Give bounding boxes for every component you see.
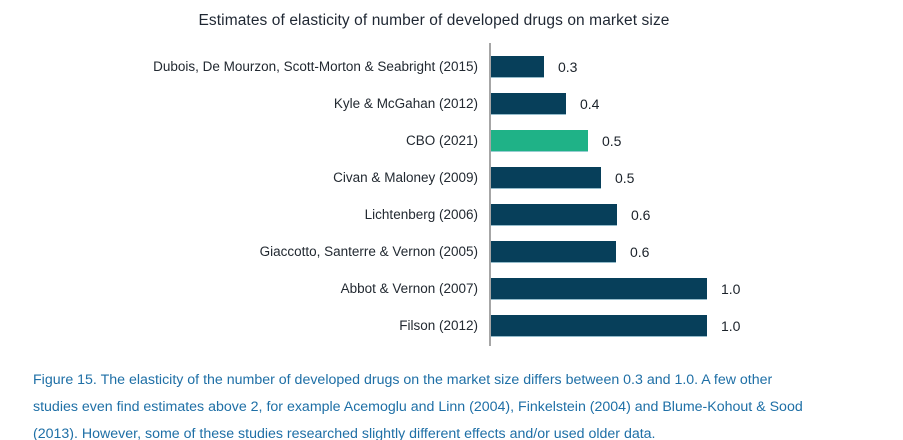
bar-row: Dubois, De Mourzon, Scott-Morton & Seabr… bbox=[0, 48, 903, 85]
bar-highlighted bbox=[491, 129, 588, 152]
category-label: Giaccotto, Santerre & Vernon (2005) bbox=[259, 244, 478, 259]
bar bbox=[491, 240, 616, 263]
category-label: Dubois, De Mourzon, Scott-Morton & Seabr… bbox=[153, 59, 478, 74]
caption-line: Figure 15. The elasticity of the number … bbox=[33, 372, 773, 388]
bar-row: Lichtenberg (2006) 0.6 bbox=[0, 196, 903, 233]
figure-caption: Figure 15. The elasticity of the number … bbox=[33, 367, 893, 440]
value-label: 0.4 bbox=[580, 95, 600, 112]
y-axis-baseline bbox=[489, 43, 491, 346]
category-label: Filson (2012) bbox=[399, 318, 478, 333]
category-label: Abbot & Vernon (2007) bbox=[340, 281, 478, 296]
value-label: 0.6 bbox=[631, 206, 651, 223]
bar-rows: Dubois, De Mourzon, Scott-Morton & Seabr… bbox=[0, 48, 903, 344]
bar-row: Abbot & Vernon (2007) 1.0 bbox=[0, 270, 903, 307]
bar-row: CBO (2021) 0.5 bbox=[0, 122, 903, 159]
value-label: 0.5 bbox=[602, 132, 622, 149]
value-label: 1.0 bbox=[721, 317, 741, 334]
bar bbox=[491, 314, 707, 337]
category-label: Lichtenberg (2006) bbox=[364, 207, 478, 222]
bar bbox=[491, 92, 566, 115]
value-label: 0.6 bbox=[630, 243, 650, 260]
chart-title: Estimates of elasticity of number of dev… bbox=[198, 12, 670, 29]
bar-row: Giaccotto, Santerre & Vernon (2005) 0.6 bbox=[0, 233, 903, 270]
caption-line: (2013). However, some of these studies r… bbox=[33, 426, 656, 440]
bar-row: Civan & Maloney (2009) 0.5 bbox=[0, 159, 903, 196]
bar bbox=[491, 277, 707, 300]
value-label: 1.0 bbox=[721, 280, 741, 297]
bar bbox=[491, 203, 617, 226]
category-label: Kyle & McGahan (2012) bbox=[333, 96, 478, 111]
category-label: CBO (2021) bbox=[405, 133, 478, 148]
bar bbox=[491, 166, 601, 189]
bar bbox=[491, 55, 544, 78]
bar-row: Filson (2012) 1.0 bbox=[0, 307, 903, 344]
caption-line: studies even find estimates above 2, for… bbox=[33, 399, 803, 415]
value-label: 0.5 bbox=[615, 169, 635, 186]
bar-row: Kyle & McGahan (2012) 0.4 bbox=[0, 85, 903, 122]
value-label: 0.3 bbox=[558, 58, 578, 75]
category-label: Civan & Maloney (2009) bbox=[333, 170, 478, 185]
